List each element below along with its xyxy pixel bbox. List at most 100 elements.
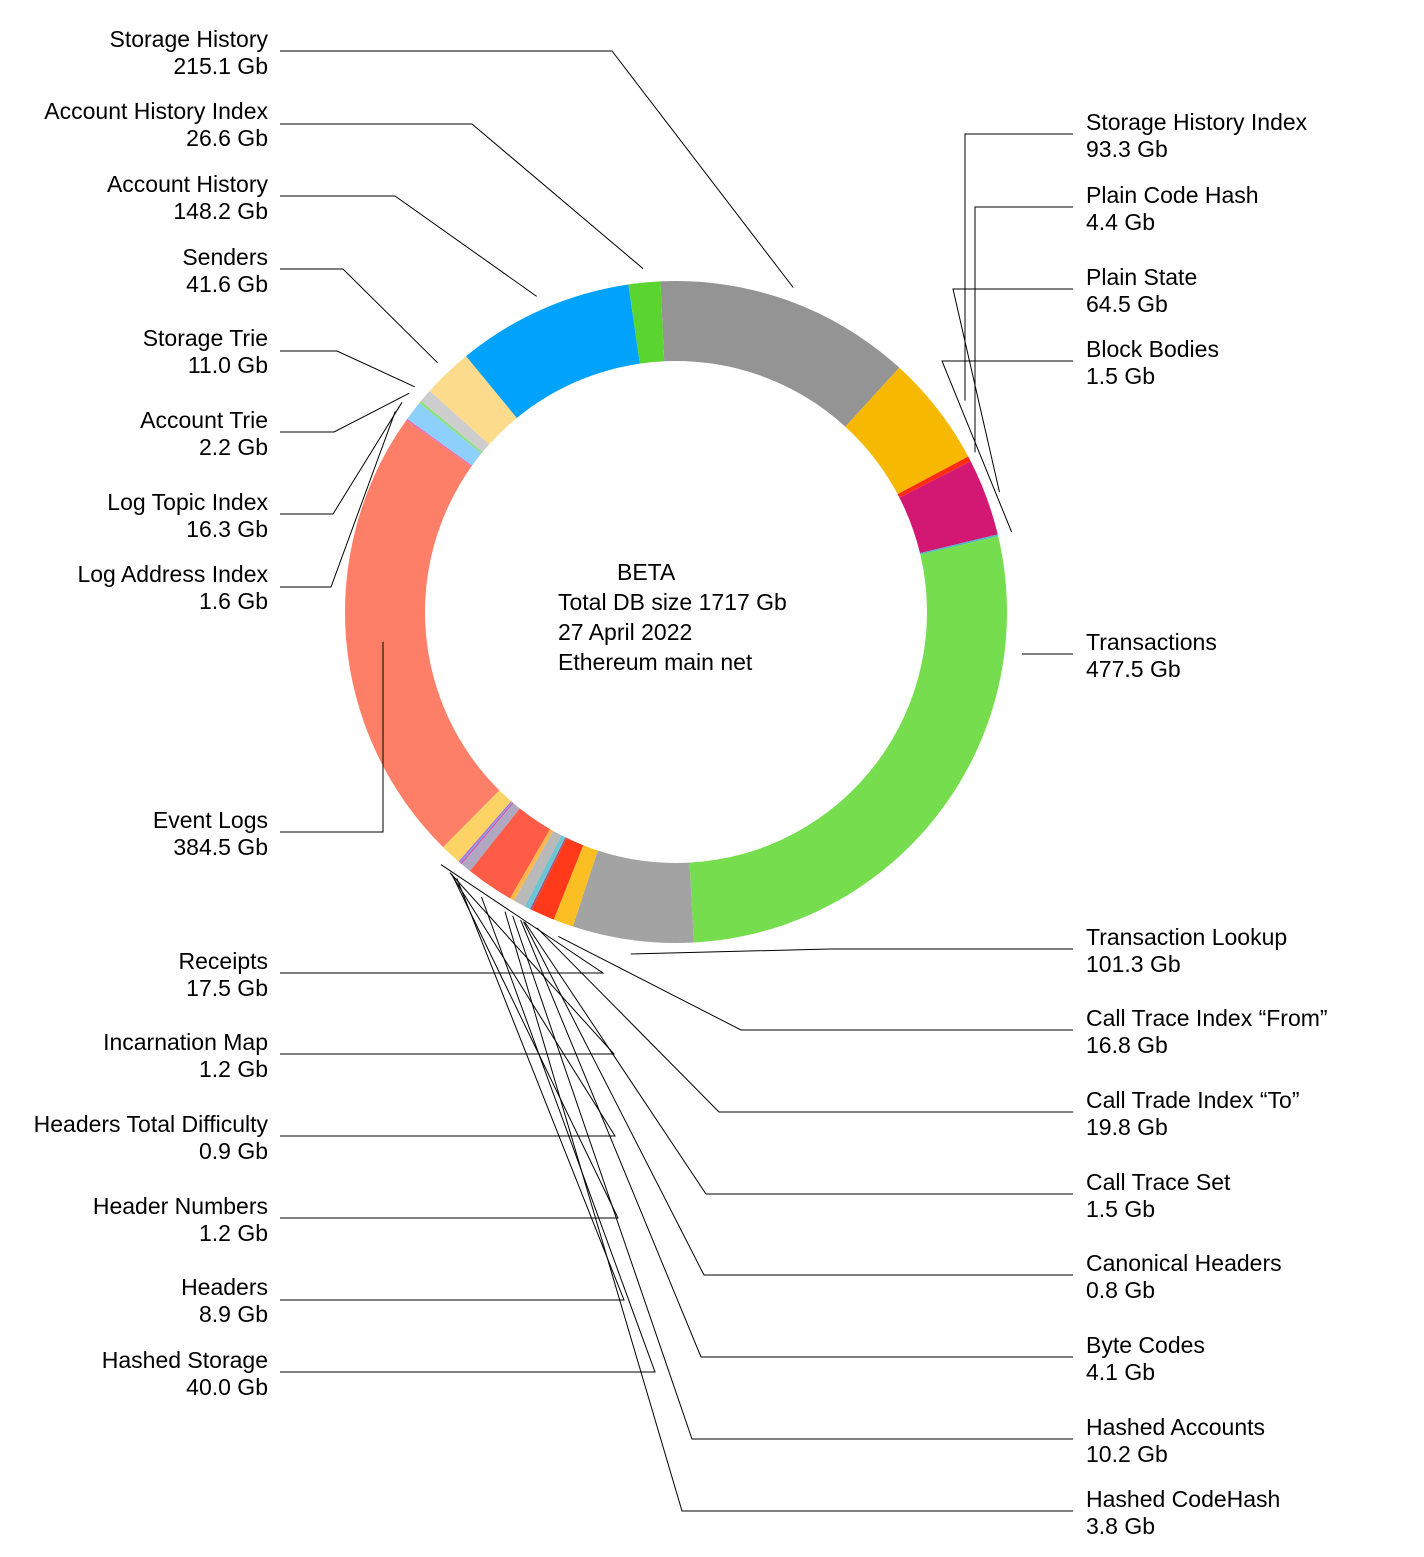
value-call-trace-set: 1.5 Gb [1086,1196,1155,1222]
leader-call-trace-index-from [558,935,1073,1031]
value-byte-codes: 4.1 Gb [1086,1359,1155,1385]
leader-account-trie [280,392,410,433]
donut-slices [344,281,1007,943]
value-account-history-index: 26.6 Gb [186,125,268,151]
label-log-address-index: Log Address Index [77,561,268,587]
slice-incarnation-map [458,801,512,863]
slice-transactions [689,536,1007,943]
label-storage-history: Storage History [109,26,268,52]
label-canonical-headers: Canonical Headers [1086,1250,1282,1276]
leader-byte-codes [520,919,1073,1358]
value-account-trie: 2.2 Gb [199,434,268,460]
center-text: BETA Total DB size 1717 Gb 27 April 2022… [558,559,787,675]
center-line-4: Ethereum main net [558,649,753,675]
leader-account-history-index [280,123,644,269]
leader-plain-state [952,288,1073,493]
label-incarnation-map: Incarnation Map [103,1029,268,1055]
slice-hashed-codehash [509,829,554,901]
slice-headers [461,803,520,872]
value-transactions: 477.5 Gb [1086,656,1181,682]
label-hashed-storage: Hashed Storage [102,1347,268,1373]
value-storage-history: 215.1 Gb [173,53,268,79]
leader-event-logs [280,641,384,833]
slice-receipts [443,790,512,862]
slice-log-topic-index [407,403,482,466]
value-log-topic-index: 16.3 Gb [186,516,268,542]
slice-storage-trie [420,390,490,452]
slice-call-trace-index-from [553,845,598,927]
label-log-topic-index: Log Topic Index [107,489,268,515]
value-account-history: 148.2 Gb [173,198,268,224]
value-log-address-index: 1.6 Gb [199,588,268,614]
center-line-2: Total DB size 1717 Gb [558,589,787,615]
value-block-bodies: 1.5 Gb [1086,363,1155,389]
value-hashed-codehash: 3.8 Gb [1086,1513,1155,1539]
leader-log-topic-index [280,402,403,515]
leader-headers-total-difficulty [280,873,616,1137]
label-call-trace-set: Call Trace Set [1086,1169,1231,1195]
label-plain-state: Plain State [1086,264,1197,290]
slice-call-trace-set [530,837,567,910]
center-line-1: BETA [617,559,676,585]
label-header-numbers: Header Numbers [93,1193,268,1219]
slice-hashed-storage [469,808,551,899]
value-event-logs: 384.5 Gb [173,834,268,860]
value-canonical-headers: 0.8 Gb [1086,1277,1155,1303]
value-hashed-accounts: 10.2 Gb [1086,1441,1168,1467]
leader-account-history [280,195,537,297]
leader-call-trade-index-to [536,927,1073,1113]
label-event-logs: Event Logs [153,807,268,833]
leader-block-bodies [941,360,1073,533]
slice-plain-state [899,461,998,554]
slice-account-history [466,284,640,418]
slice-storage-history-index [845,367,969,495]
label-senders: Senders [182,244,268,270]
label-headers-total-difficulty: Headers Total Difficulty [34,1111,269,1137]
slice-senders [429,356,517,445]
leader-call-trace-set [524,921,1073,1195]
label-storage-history-index: Storage History Index [1086,109,1308,135]
label-headers: Headers [181,1274,268,1300]
slice-plain-code-hash [897,456,971,498]
slice-headers-total-difficulty [459,801,513,864]
leader-storage-history [280,50,794,288]
slice-byte-codes [524,835,565,909]
leader-incarnation-map [280,872,616,1055]
label-plain-code-hash: Plain Code Hash [1086,182,1259,208]
leader-senders [280,268,438,364]
leader-transaction-lookup [630,948,1073,955]
label-call-trade-index-to: Call Trade Index “To” [1086,1087,1299,1113]
value-call-trace-index-from: 16.8 Gb [1086,1032,1168,1058]
leader-lines [280,50,1073,1512]
leader-hashed-accounts [512,915,1073,1440]
slice-log-address-index [406,418,473,467]
label-account-history: Account History [107,171,269,197]
center-line-3: 27 April 2022 [558,619,692,645]
value-storage-trie: 11.0 Gb [188,352,268,378]
label-hashed-codehash: Hashed CodeHash [1086,1486,1280,1512]
label-storage-trie: Storage Trie [143,325,268,351]
value-plain-code-hash: 4.4 Gb [1086,209,1155,235]
value-storage-history-index: 93.3 Gb [1086,136,1168,162]
label-byte-codes: Byte Codes [1086,1332,1205,1358]
leader-header-numbers [280,874,619,1219]
slice-storage-history [660,281,900,427]
leader-storage-trie [280,350,415,388]
slice-header-numbers [460,802,514,865]
value-senders: 41.6 Gb [186,271,268,297]
slice-transaction-lookup [572,850,694,943]
label-transactions: Transactions [1086,629,1217,655]
label-transaction-lookup: Transaction Lookup [1086,924,1287,950]
leader-hashed-storage [280,896,656,1373]
slice-block-bodies [920,534,999,555]
slice-hashed-accounts [513,830,562,907]
leader-plain-code-hash [974,206,1073,453]
value-headers-total-difficulty: 0.9 Gb [199,1138,268,1164]
slice-call-trade-index-to [531,837,584,920]
label-block-bodies: Block Bodies [1086,336,1219,362]
leader-receipts [280,864,605,974]
label-hashed-accounts: Hashed Accounts [1086,1414,1265,1440]
value-receipts: 17.5 Gb [186,975,268,1001]
